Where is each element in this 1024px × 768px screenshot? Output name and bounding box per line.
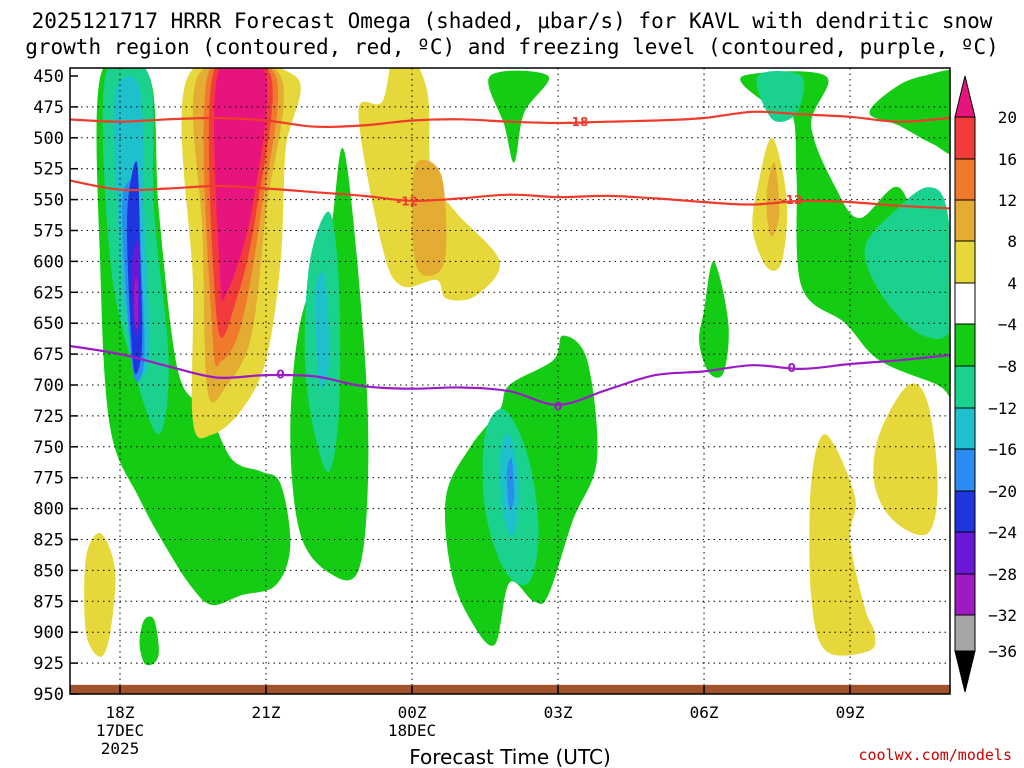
x-tick-year-18Z: 2025 [101,739,140,758]
y-tick-label-900: 900 [33,623,64,643]
y-tick-label-725: 725 [33,407,64,427]
omega-region-20 [134,277,139,329]
colorbar-label-8: −16 [988,440,1017,459]
x-axis-title: Forecast Time (UTC) [409,745,611,768]
y-tick-label-600: 600 [33,252,64,272]
omega-region-25 [809,434,876,656]
colorbar-label-3: 8 [1007,232,1017,251]
colorbar-bin-5 [954,282,976,325]
y-tick-label-450: 450 [33,67,64,87]
y-tick-label-800: 800 [33,500,64,520]
colorbar-label-4: 4 [1007,274,1017,293]
omega-region-22 [84,533,116,657]
contour-label-1: -12 [396,194,418,208]
omega-region-6 [740,71,950,398]
x-tick-label-21Z: 21Z [252,703,281,722]
omega-region-14 [314,270,330,389]
colorbar-label-9: −20 [988,482,1017,501]
y-tick-label-925: 925 [33,654,64,674]
chart-title-line1: 2025121717 HRRR Forecast Omega (shaded, … [32,9,993,33]
colorbar-bin-2 [954,158,976,201]
colorbar-bin-4 [954,240,976,284]
omega-region-7 [869,70,950,155]
gridlines [70,68,950,694]
colorbar-label-13: −36 [988,642,1017,661]
contour-label-3: 0 [276,367,284,381]
y-tick-label-650: 650 [33,314,64,334]
colorbar-bin-11 [954,531,976,575]
credit-link[interactable]: coolwx.com/models [858,746,1012,764]
x-tick-label-09Z: 09Z [836,703,865,722]
colorbar-label-6: −8 [998,357,1017,376]
colorbar-label-2: 12 [998,191,1017,210]
colorbar-bin-12 [954,573,976,616]
colorbar-label-5: −4 [998,315,1017,334]
x-tick-date-00Z: 18DEC [388,721,436,740]
x-tick-label-03Z: 03Z [544,703,573,722]
contour-line-2 [70,344,950,406]
y-tick-label-750: 750 [33,438,64,458]
y-tick-label-675: 675 [33,345,64,365]
y-tick-label-500: 500 [33,129,64,149]
colorbar-bin-8 [954,407,976,450]
omega-region-5 [699,261,729,378]
y-tick-label-550: 550 [33,191,64,211]
y-tick-label-525: 525 [33,160,64,180]
colorbar-bin-6 [954,323,976,367]
y-axis: 450 475 500 525 550 575 600 625 650 675 700 725 750 7… [33,67,78,705]
y-tick-label-850: 850 [33,561,64,581]
y-tick-label-875: 875 [33,592,64,612]
omega-region-17 [506,458,515,510]
colorbar-bin-7 [954,365,976,409]
x-tick-label-06Z: 06Z [690,703,719,722]
omega-region-2 [139,616,159,666]
y-tick-label-575: 575 [33,222,64,242]
omega-region-12 [864,187,950,339]
chart-title-line2: growth region (contoured, red, ºC) and f… [25,35,999,59]
y-tick-label-950: 950 [33,685,64,705]
colorbar-bin-13 [954,614,976,652]
colorbar-label-7: −12 [988,399,1017,418]
contour-label-4: 0 [554,400,562,414]
x-tick-label-18Z: 18Z [106,703,135,722]
colorbar-label-11: −28 [988,565,1017,584]
colorbar: 20 16 12 8 4 −4 −8 −12 −16 −20 −24 −28 −32 −36 [954,75,1017,693]
colorbar-bin-10 [954,490,976,533]
omega-region-33 [214,68,268,301]
x-tick-date-18Z: 17DEC [96,721,144,740]
omega-region-29 [412,159,447,276]
colorbar-bin-9 [954,448,976,492]
terrain-strip [70,684,950,694]
y-tick-label-625: 625 [33,283,64,303]
credit-text: coolwx.com/models [858,746,1012,764]
x-tick-label-00Z: 00Z [398,703,427,722]
contour-label-0: -18 [567,115,589,129]
y-tick-label-825: 825 [33,531,64,551]
colorbar-label-10: −24 [988,523,1017,542]
omega-region-11 [756,70,805,123]
plot-frame [69,67,951,695]
colorbar-label-0: 20 [998,108,1017,127]
temperature-contours [70,110,950,406]
contour-line-0 [70,110,950,129]
omega-region-30 [766,161,780,237]
y-tick-label-475: 475 [33,98,64,118]
contour-labels: -18 -12 -12 0 0 0 [276,115,803,414]
contour-label-2: -12 [781,193,803,207]
colorbar-bin-1 [954,116,976,160]
contour-line-1 [70,179,950,210]
colorbar-label-12: −32 [988,606,1017,625]
colorbar-bin-0 [954,75,976,118]
colorbar-bin-14 [954,650,976,693]
omega-shading [84,68,950,666]
y-tick-label-775: 775 [33,469,64,489]
omega-region-4 [488,70,550,163]
colorbar-label-1: 16 [998,150,1017,169]
colorbar-bin-3 [954,199,976,242]
y-tick-label-700: 700 [33,376,64,396]
omega-region-26 [873,383,938,536]
contour-label-5: 0 [787,361,795,375]
